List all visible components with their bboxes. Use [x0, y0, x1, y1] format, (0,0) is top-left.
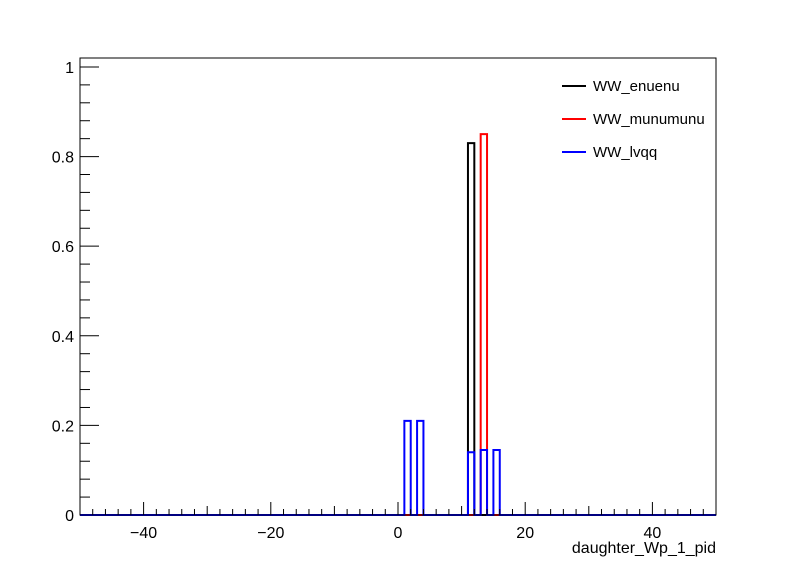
x-axis-label: daughter_Wp_1_pid: [572, 540, 716, 557]
legend-label: WW_lvqq: [593, 144, 657, 161]
legend-label: WW_munumunu: [593, 111, 705, 128]
x-tick-label: 20: [516, 525, 534, 542]
x-tick-label: 40: [644, 525, 662, 542]
y-tick-label: 0.8: [52, 150, 74, 167]
legend-label: WW_enuenu: [593, 78, 680, 95]
y-tick-label: 0.4: [52, 329, 74, 346]
legend: WW_enuenu WW_munumunu WW_lvqq: [562, 78, 705, 161]
y-tick-label: 0.6: [52, 239, 74, 256]
y-tick-label: 0: [65, 508, 74, 525]
series-line-WW_lvqq: [80, 419, 716, 516]
ticks-layer: −40 −20 0 20 40 0 0.2 0.4 0.6 0.8 1: [52, 60, 717, 542]
y-tick-label: 0.2: [52, 418, 74, 435]
x-tick-label: −20: [257, 525, 284, 542]
x-tick-label: −40: [130, 525, 157, 542]
x-tick-label: 0: [394, 525, 403, 542]
y-tick-label: 1: [65, 60, 74, 77]
